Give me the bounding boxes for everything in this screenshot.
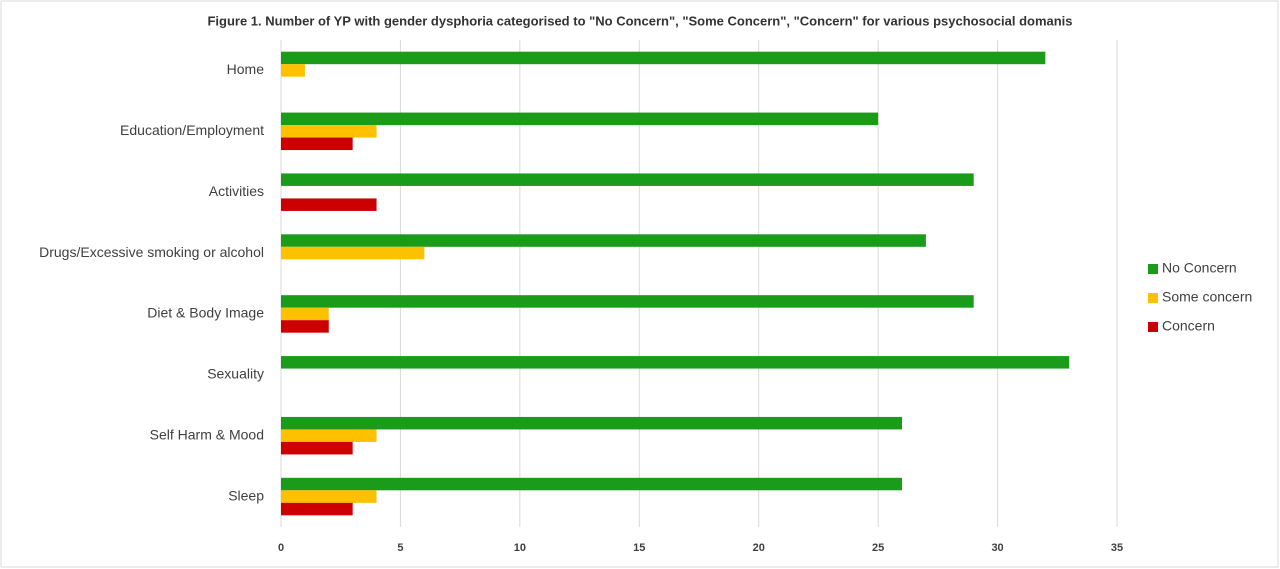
legend-swatch — [1148, 322, 1158, 332]
legend-swatch — [1148, 264, 1158, 274]
y-tick-label: Education/Employment — [120, 122, 264, 138]
x-tick-label: 10 — [514, 542, 526, 554]
bar — [281, 173, 974, 186]
x-tick-label: 15 — [633, 542, 645, 554]
bar — [281, 502, 353, 516]
bar — [281, 416, 903, 430]
y-tick-label: Diet & Body Image — [147, 305, 264, 321]
legend-label: No Concern — [1162, 260, 1237, 276]
bar — [281, 246, 425, 260]
x-tick-label: 5 — [397, 542, 403, 554]
bar — [281, 295, 974, 308]
y-tick-label: Self Harm & Mood — [150, 426, 264, 442]
bar — [281, 307, 329, 321]
bar — [281, 490, 377, 503]
bar — [281, 234, 926, 247]
bar — [281, 64, 305, 77]
bar — [281, 112, 879, 126]
x-tick-label: 20 — [753, 542, 765, 554]
bar — [281, 320, 329, 333]
x-tick-label: 25 — [872, 542, 884, 554]
x-tick-label: 0 — [278, 542, 284, 554]
legend-label: Some concern — [1162, 289, 1252, 305]
bar — [281, 356, 1070, 369]
y-tick-label: Sleep — [228, 487, 264, 503]
x-tick-label: 35 — [1111, 542, 1123, 554]
bar — [281, 198, 377, 211]
bar — [281, 125, 377, 138]
x-tick-label: 30 — [991, 542, 1003, 554]
bar — [281, 137, 353, 151]
legend-label: Concern — [1162, 318, 1215, 334]
legend-swatch — [1148, 293, 1158, 303]
bar — [281, 51, 1046, 65]
chart-title: Figure 1. Number of YP with gender dysph… — [207, 13, 1072, 28]
y-tick-label: Home — [227, 61, 265, 77]
y-tick-label: Activities — [209, 183, 264, 199]
y-tick-label: Drugs/Excessive smoking or alcohol — [39, 244, 264, 260]
bar — [281, 429, 377, 442]
bar — [281, 477, 903, 491]
y-tick-label: Sexuality — [207, 366, 264, 382]
bar — [281, 441, 353, 455]
